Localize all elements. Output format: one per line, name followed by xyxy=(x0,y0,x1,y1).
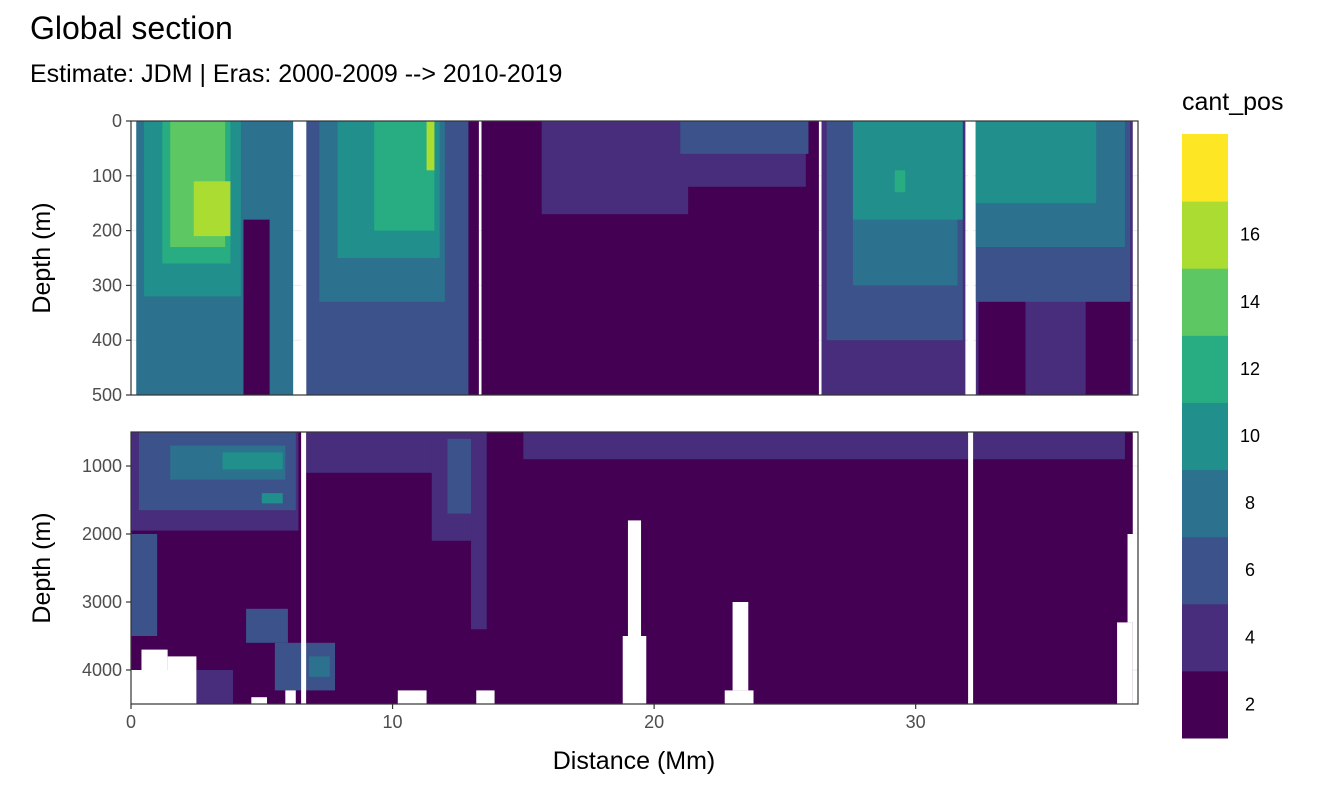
chart-subtitle: Estimate: JDM | Eras: 2000-2009 --> 2010… xyxy=(30,60,563,88)
nodata-region xyxy=(131,670,197,704)
panel-upper xyxy=(130,120,1139,396)
contour-region xyxy=(852,121,963,220)
nodata-region xyxy=(1117,622,1133,704)
legend-swatch xyxy=(1182,402,1228,471)
legend-label: 8 xyxy=(1245,493,1255,513)
panels-layer xyxy=(130,120,1139,705)
legend-label: 2 xyxy=(1245,694,1255,714)
legend-label: 6 xyxy=(1245,560,1255,580)
contour-region xyxy=(894,170,906,193)
nodata-region xyxy=(1127,534,1138,623)
y-tick-label-upper: 300 xyxy=(92,275,122,295)
x-tick-label: 0 xyxy=(126,712,136,732)
legend-swatch xyxy=(1182,469,1228,538)
y-tick-label-upper: 400 xyxy=(92,330,122,350)
nodata-region xyxy=(627,520,642,636)
y-tick-label-lower: 1000 xyxy=(82,456,122,476)
contour-region xyxy=(261,493,283,504)
contour-region xyxy=(193,181,231,237)
legend-swatch xyxy=(1182,603,1228,672)
legend-swatch xyxy=(1182,536,1228,605)
nodata-region xyxy=(724,690,754,704)
axes-layer: 0 100 200 300 400 500 1000 2000 3000 4000 0 10 20 30 xyxy=(82,111,926,732)
panel-lower xyxy=(130,431,1139,705)
x-tick-label: 20 xyxy=(644,712,664,732)
legend-swatch xyxy=(1182,201,1228,269)
nodata-region xyxy=(285,690,296,704)
x-tick-label: 30 xyxy=(906,712,926,732)
y-tick-label-upper: 200 xyxy=(92,221,122,241)
contour-region xyxy=(243,219,270,395)
nodata-region xyxy=(141,649,168,670)
y-axis-title-lower: Depth (m) xyxy=(28,512,56,623)
y-axis-title-upper: Depth (m) xyxy=(28,202,56,313)
x-tick-label: 10 xyxy=(383,712,403,732)
legend-label: 14 xyxy=(1240,292,1260,312)
legend-label: 12 xyxy=(1240,359,1260,379)
legend-swatch xyxy=(1182,268,1228,336)
contour-region xyxy=(196,670,234,704)
panel-border xyxy=(130,120,1139,396)
legend-label: 10 xyxy=(1240,426,1260,446)
y-tick-label-lower: 3000 xyxy=(82,592,122,612)
contour-region xyxy=(246,608,288,643)
legend-swatch xyxy=(1182,134,1228,202)
y-tick-label-lower: 4000 xyxy=(82,660,122,680)
contour-region xyxy=(308,656,330,677)
y-tick-label-upper: 0 xyxy=(112,111,122,131)
chart-title: Global section xyxy=(30,10,233,46)
nodata-region xyxy=(167,656,197,670)
x-axis-title: Distance (Mm) xyxy=(553,747,716,775)
legend-swatch xyxy=(1182,670,1228,739)
legend-label: 16 xyxy=(1240,225,1260,245)
y-tick-label-upper: 500 xyxy=(92,385,122,405)
contour-region xyxy=(975,121,1097,204)
contour-region xyxy=(1085,301,1131,395)
y-tick-label-upper: 100 xyxy=(92,166,122,186)
contour-region xyxy=(471,432,487,630)
nodata-region xyxy=(397,690,427,704)
legend-title: cant_pos xyxy=(1182,88,1283,116)
legend-layer: 2 4 6 8 10 12 14 16 xyxy=(1182,134,1260,739)
contour-region xyxy=(131,534,158,636)
contour-region xyxy=(426,121,435,171)
legend-swatch xyxy=(1182,335,1228,403)
contour-region xyxy=(374,121,435,231)
panel-border xyxy=(130,431,1139,705)
nodata-region xyxy=(476,690,495,704)
contour-region xyxy=(978,301,1026,395)
contour-region xyxy=(447,438,474,514)
nodata-region xyxy=(732,602,749,691)
nodata-region xyxy=(622,636,647,704)
nodata-region xyxy=(251,697,268,704)
contour-region xyxy=(523,432,1125,460)
legend-label: 4 xyxy=(1245,627,1255,647)
contour-region xyxy=(680,121,809,154)
y-tick-label-lower: 2000 xyxy=(82,524,122,544)
contour-region xyxy=(222,452,283,470)
